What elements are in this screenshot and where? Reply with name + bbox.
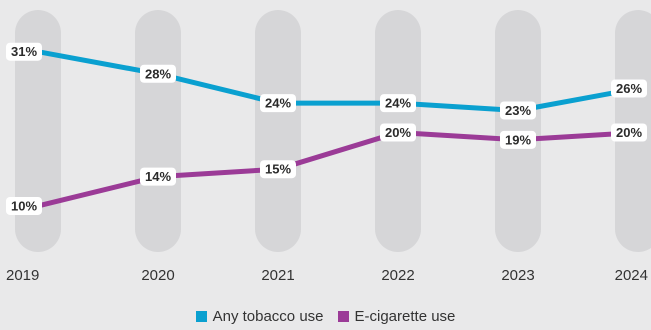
data-label-box-ecig-2022 [380, 123, 416, 142]
data-label-tobacco-2024: 26% [616, 81, 642, 96]
data-label-ecig-2023: 19% [505, 132, 531, 147]
data-label-box-ecig-2024 [611, 123, 647, 142]
legend: Any tobacco use E-cigarette use [0, 308, 651, 325]
legend-item-ecig[interactable]: E-cigarette use [337, 308, 456, 325]
data-label-box-tobacco-2020 [140, 64, 176, 83]
data-label-box-tobacco-2024 [611, 79, 647, 98]
data-label-box-ecig-2021 [260, 160, 296, 179]
data-label-ecig-2019: 10% [11, 198, 37, 213]
column-pill-2021 [255, 10, 301, 252]
x-tick-2020: 2020 [141, 267, 174, 284]
x-tick-2021: 2021 [261, 267, 294, 284]
legend-label-tobacco: Any tobacco use [212, 308, 324, 325]
data-label-box-ecig-2020 [140, 167, 176, 186]
data-label-box-ecig-2023 [500, 130, 536, 149]
legend-label-ecig: E-cigarette use [354, 308, 456, 325]
legend-swatch-ecig [337, 311, 349, 322]
x-tick-2024: 2024 [615, 267, 648, 284]
data-label-ecig-2021: 15% [265, 162, 291, 177]
data-label-box-ecig-2019 [6, 196, 42, 215]
data-label-ecig-2020: 14% [145, 169, 171, 184]
data-label-box-tobacco-2021 [260, 94, 296, 113]
data-label-ecig-2022: 20% [385, 125, 411, 140]
data-label-tobacco-2023: 23% [505, 103, 531, 118]
data-label-box-tobacco-2022 [380, 94, 416, 113]
data-label-tobacco-2019: 31% [11, 44, 37, 59]
x-tick-2023: 2023 [501, 267, 534, 284]
series-line-tobacco [35, 49, 641, 113]
line-chart: 31% 28% 24% 24% 23% 26% 10% 14% 15% 20% 19% 20% 2019… [6, 10, 651, 284]
data-label-tobacco-2022: 24% [385, 96, 411, 111]
data-label-ecig-2024: 20% [616, 125, 642, 140]
data-label-tobacco-2020: 28% [145, 66, 171, 81]
legend-swatch-tobacco [195, 311, 207, 322]
legend-item-tobacco[interactable]: Any tobacco use [195, 308, 324, 325]
column-pill-2019 [15, 10, 61, 252]
data-label-box-tobacco-2023 [500, 101, 536, 120]
data-label-tobacco-2021: 24% [265, 96, 291, 111]
x-tick-2022: 2022 [381, 267, 414, 284]
series-line-ecig [35, 130, 641, 209]
column-pill-2020 [135, 10, 181, 252]
data-label-box-tobacco-2019 [6, 42, 42, 61]
x-tick-2019: 2019 [6, 267, 39, 284]
